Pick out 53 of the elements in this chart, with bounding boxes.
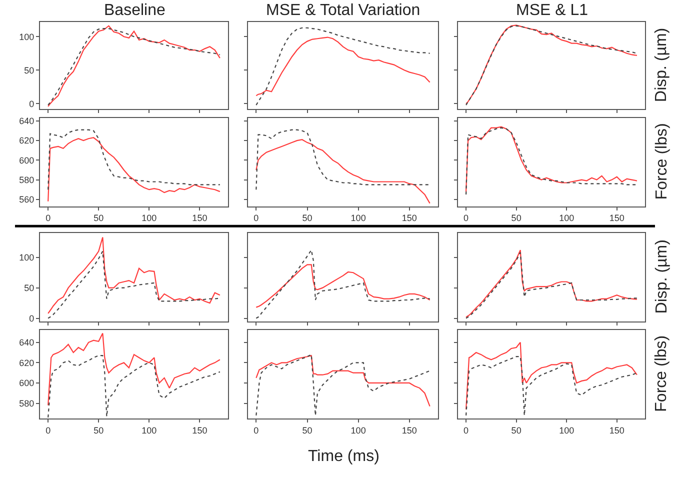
y-tick-label: 600: [19, 155, 34, 166]
y-axis-title: Force (lbs): [653, 123, 670, 200]
y-tick-label: 0: [29, 98, 34, 109]
x-tick-label: 0: [464, 213, 469, 224]
y-tick-label: 560: [19, 194, 34, 205]
y-tick-label: 100: [19, 32, 34, 42]
y-tick-label: 620: [19, 358, 34, 368]
y-tick-label: 50: [24, 282, 34, 293]
y-tick-label: 640: [19, 116, 34, 126]
x-tick-label: 150: [192, 213, 208, 224]
y-tick-label: 600: [19, 378, 34, 388]
line-series: [48, 332, 220, 406]
x-tick-label: 50: [302, 425, 312, 436]
x-tick-label: 150: [402, 425, 417, 436]
y-axis-title: Disp. (µm): [653, 240, 670, 314]
x-tick-label: 150: [402, 213, 417, 224]
line-series: [48, 236, 220, 314]
x-tick-label: 50: [94, 425, 104, 436]
x-axis-title: Time (ms): [308, 448, 380, 465]
y-tick-label: 100: [19, 252, 34, 263]
y-tick-label: 640: [19, 338, 34, 348]
y-tick-label: 580: [19, 398, 34, 408]
y-tick-label: 0: [29, 313, 34, 324]
line-series: [48, 250, 220, 319]
x-tick-label: 0: [254, 213, 259, 224]
line-series: [48, 355, 220, 418]
x-tick-label: 50: [511, 425, 522, 436]
y-axis-title: Force (lbs): [653, 335, 670, 412]
x-tick-label: 100: [350, 213, 366, 224]
x-tick-label: 0: [254, 425, 259, 436]
x-tick-label: 150: [609, 213, 624, 224]
x-tick-label: 0: [46, 425, 51, 436]
x-tick-label: 100: [142, 213, 157, 224]
chart-title: MSE & Total Variation: [266, 2, 420, 19]
chart-title: MSE & L1: [516, 2, 588, 19]
y-axis-title: Disp. (µm): [653, 28, 670, 102]
y-tick-label: 580: [19, 174, 34, 185]
line-series: [48, 137, 220, 202]
x-tick-label: 100: [350, 425, 366, 436]
x-tick-label: 0: [464, 425, 469, 436]
x-tick-label: 150: [192, 425, 208, 436]
x-tick-label: 0: [46, 213, 51, 224]
x-tick-label: 100: [142, 425, 157, 436]
x-tick-label: 100: [559, 213, 574, 224]
x-tick-label: 150: [609, 425, 624, 436]
x-tick-label: 100: [559, 425, 574, 436]
y-tick-label: 50: [24, 65, 34, 76]
x-tick-label: 50: [511, 213, 522, 224]
line-series: [48, 129, 220, 190]
y-tick-label: 620: [19, 136, 34, 146]
chart-title: Baseline: [104, 2, 166, 19]
x-tick-label: 50: [94, 213, 104, 224]
x-tick-label: 50: [302, 213, 312, 224]
